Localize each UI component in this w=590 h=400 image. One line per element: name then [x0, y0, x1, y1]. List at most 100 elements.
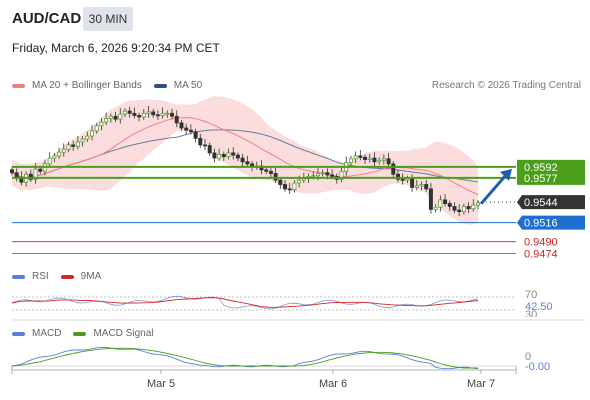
candle-body	[410, 178, 415, 188]
rsi-legend: RSI 9MA	[12, 271, 101, 282]
candle-body	[38, 168, 43, 172]
candle-body	[141, 112, 146, 118]
candle-body	[287, 188, 292, 191]
candle-body	[315, 173, 320, 177]
x-tick-label: Mar 5	[147, 378, 175, 390]
candle-body	[245, 161, 250, 165]
candle-body	[165, 112, 170, 115]
candle-body	[231, 152, 236, 156]
rsi-line	[11, 295, 479, 310]
level-0-9592-tag	[517, 159, 585, 174]
candle-body	[311, 175, 316, 178]
candle-body	[66, 144, 71, 150]
symbol-title: AUD/CAD	[12, 10, 82, 27]
rsi-legend-label: RSI	[32, 271, 49, 282]
macd-legend: MACD MACD Signal	[12, 328, 153, 339]
forecast-arrow-head	[500, 168, 512, 181]
rsi-value-label: 42.50	[525, 301, 553, 313]
macd-value-label: -0.00	[525, 361, 550, 373]
rsi-level-70-label: 70	[525, 289, 537, 301]
macd-legend-label: MACD	[32, 328, 62, 339]
level-0-9544-tag-label: 0.9544	[524, 197, 558, 209]
rsi-ma-swatch	[60, 274, 74, 279]
level-0-9516-tag	[517, 215, 585, 230]
macd-line	[11, 346, 479, 370]
macd-zero-label: 0	[525, 351, 531, 363]
candle-body	[330, 174, 335, 177]
candle-body	[452, 206, 457, 211]
candle-body	[52, 155, 57, 159]
candle-body	[169, 112, 174, 117]
candle-body	[264, 169, 269, 172]
candle-body	[325, 172, 330, 176]
candle-body	[174, 115, 179, 124]
rsi-ma-legend-label: 9MA	[80, 271, 102, 282]
candle-body	[71, 144, 76, 147]
bollinger-band-area	[12, 96, 478, 225]
ma50-legend-label: MA 50	[173, 80, 203, 91]
candle-body	[75, 141, 80, 147]
candle-body	[424, 184, 429, 190]
candle-body	[155, 114, 160, 117]
candle-body	[282, 184, 287, 190]
candle-body	[292, 182, 297, 190]
candle-body	[461, 206, 466, 212]
candle-body	[377, 159, 382, 163]
candle-body	[471, 204, 476, 210]
candle-body	[348, 158, 353, 163]
macd-signal-swatch	[73, 331, 87, 336]
candle-body	[273, 173, 278, 181]
x-tick-label: Mar 6	[319, 378, 347, 390]
level-0-9544-tag	[517, 195, 585, 210]
candle-body	[160, 112, 165, 116]
macd-signal-line	[11, 347, 478, 369]
level-0-9474-tag-label: 0.9474	[524, 248, 558, 260]
candle-body	[202, 144, 207, 147]
candle-body	[94, 125, 99, 132]
candle-body	[367, 157, 372, 161]
candle-body	[226, 152, 231, 157]
candle-body	[235, 154, 240, 159]
x-tick-label: Mar 7	[467, 378, 495, 390]
candle-body	[475, 202, 480, 206]
rsi-swatch	[12, 274, 25, 279]
candle-body	[212, 152, 217, 159]
candle-body	[57, 151, 62, 157]
candle-body	[85, 135, 90, 140]
ma50-swatch	[153, 83, 167, 88]
candle-body	[221, 153, 226, 157]
datetime-label: Friday, March 6, 2026 9:20:34 PM CET	[12, 41, 220, 55]
candle-body	[104, 118, 109, 123]
candle-body	[151, 111, 156, 116]
candle-body	[443, 199, 448, 204]
timeframe-badge[interactable]: 30 MIN	[83, 7, 133, 31]
candle-body	[198, 137, 203, 146]
candle-body	[447, 203, 452, 207]
candle-body	[33, 168, 38, 180]
ma20-legend-label: MA 20 + Bollinger Bands	[32, 80, 142, 91]
candle-body	[414, 185, 419, 188]
candle-body	[80, 138, 85, 143]
research-credit: Research © 2026 Trading Central	[431, 80, 581, 91]
candle-body	[193, 131, 198, 139]
level-0-9577-tag-label: 0.9577	[524, 173, 558, 185]
candle-body	[99, 121, 104, 127]
candle-body	[419, 184, 424, 187]
level-0-9577-tag	[517, 170, 585, 185]
candle-body	[381, 158, 386, 161]
candle-body	[127, 110, 132, 114]
candle-body	[90, 130, 95, 137]
candle-body	[466, 206, 471, 210]
candle-body	[433, 206, 438, 210]
candle-body	[123, 110, 128, 115]
candle-body	[339, 170, 344, 180]
candle-body	[297, 179, 302, 184]
candle-body	[14, 172, 19, 178]
candle-body	[118, 113, 123, 120]
candle-body	[240, 157, 245, 163]
rsi-level-30-label: 30	[525, 309, 537, 321]
candle-body	[137, 115, 142, 118]
macd-swatch	[12, 331, 25, 336]
ma20-swatch	[12, 83, 25, 88]
